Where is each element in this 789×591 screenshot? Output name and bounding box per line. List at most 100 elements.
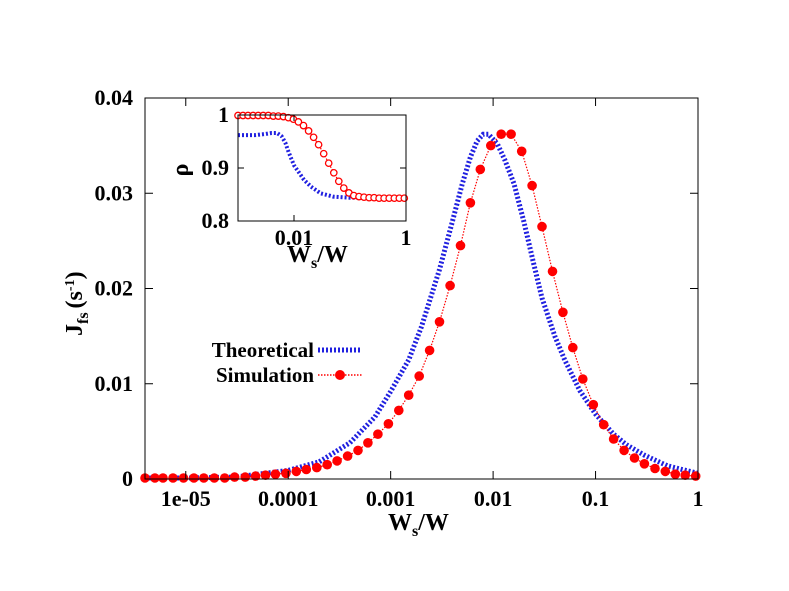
legend: Theoretical Simulation [212, 338, 362, 387]
main-x-tick-label: 0.0001 [258, 486, 319, 511]
main-point-simulation [353, 445, 363, 456]
main-point-simulation [322, 459, 333, 470]
main-point-simulation [660, 466, 671, 477]
main-point-simulation [178, 473, 189, 483]
inset-point-simulation [304, 127, 313, 135]
main-point-simulation [301, 464, 312, 475]
main-point-simulation [598, 419, 609, 430]
main-point-simulation [578, 374, 588, 384]
inset-x-ticks: 0.01 1 [275, 115, 412, 250]
main-point-simulation [639, 459, 650, 469]
main-point-simulation [158, 473, 168, 483]
main-x-tick-label: 1 [693, 486, 704, 511]
main-curves [140, 129, 701, 483]
inset-point-simulation [324, 159, 333, 168]
main-x-tick-label: 0.001 [366, 486, 416, 511]
main-point-simulation [434, 317, 445, 327]
main-point-simulation [270, 469, 281, 480]
main-point-simulation [608, 434, 619, 444]
main-point-simulation [568, 342, 578, 353]
main-point-simulation [150, 473, 160, 483]
inset-point-simulation [339, 184, 348, 192]
main-point-simulation [424, 345, 435, 356]
main-point-simulation [168, 473, 178, 483]
inset-y-tick-label: 1 [218, 102, 229, 127]
main-point-simulation [445, 280, 455, 291]
inset-y-tick-label: 0.9 [202, 155, 230, 180]
main-point-simulation [537, 221, 547, 232]
main-y-tick-label: 0.01 [95, 371, 134, 396]
inset-y-ticks: 0.8 0.9 1 [202, 102, 406, 233]
main-x-tick-label: 0.1 [582, 486, 610, 511]
main-point-simulation [506, 129, 516, 139]
main-point-simulation [209, 473, 220, 483]
main-y-tick-label: 0.04 [95, 85, 134, 110]
main-y-tick-label: 0.03 [95, 180, 134, 205]
main-y-axis-label: Jfs(s-1) [62, 271, 92, 336]
main-point-simulation [516, 146, 527, 157]
inset-curves [234, 111, 409, 203]
legend-label-theoretical: Theoretical [212, 338, 314, 362]
main-point-simulation [260, 470, 271, 481]
inset-x-tick-label: 1 [401, 225, 412, 250]
legend-marker-simulation [335, 370, 345, 380]
main-x-tick-label: 0.01 [474, 486, 513, 511]
inset-point-simulation [314, 140, 323, 149]
main-point-simulation [547, 266, 558, 277]
main-point-simulation [475, 164, 486, 175]
main-point-simulation [240, 472, 250, 482]
main-point-simulation [680, 470, 690, 481]
inset-y-axis-label: ρ [168, 164, 194, 177]
main-y-ticks: 0 0.01 0.02 0.03 0.04 [95, 85, 698, 491]
main-point-simulation [229, 472, 240, 482]
main-y-tick-label: 0 [122, 466, 133, 491]
main-point-simulation [332, 456, 342, 466]
main-line-theoretical [145, 131, 699, 481]
inset-point-simulation [309, 133, 318, 142]
inset-chart: 0.01 1 0.8 0.9 1 Ws/W ρ [168, 102, 412, 272]
inset-x-axis-label: Ws/W [287, 242, 348, 272]
main-point-simulation [383, 419, 394, 429]
inset-point-simulation [319, 149, 328, 158]
main-chart: 1e-05 0.0001 0.001 0.01 0.1 1 0 0.01 0.02 0.03 0.… [62, 85, 704, 540]
main-point-simulation [670, 469, 681, 480]
main-x-axis-label: Ws/W [388, 510, 449, 540]
main-point-simulation [527, 180, 537, 191]
main-point-simulation [342, 451, 353, 461]
main-x-ticks: 1e-05 0.0001 0.001 0.01 0.1 1 [161, 98, 704, 511]
main-point-simulation [373, 429, 383, 440]
main-point-simulation [588, 399, 599, 410]
inset-point-simulation [334, 177, 343, 186]
main-point-simulation [629, 453, 640, 463]
main-point-simulation [414, 371, 425, 381]
main-point-simulation [496, 129, 507, 139]
main-point-simulation [394, 405, 404, 416]
inset-line-theoretical [238, 131, 406, 201]
main-point-simulation [189, 473, 199, 483]
inset-point-simulation [400, 194, 409, 203]
legend-label-simulation: Simulation [216, 363, 314, 387]
main-point-simulation [619, 445, 629, 456]
main-point-simulation [650, 463, 660, 474]
main-point-simulation [291, 466, 302, 477]
inset-background [238, 115, 406, 221]
inset-x-tick-label: 0.01 [275, 225, 314, 250]
main-point-simulation [486, 140, 496, 151]
inset-y-tick-label: 0.8 [202, 208, 230, 233]
main-point-simulation [281, 468, 291, 479]
main-point-simulation [558, 307, 568, 318]
inset-point-simulation [294, 118, 303, 126]
main-point-simulation [219, 473, 230, 483]
main-line-simulation [145, 133, 696, 479]
main-point-simulation [199, 473, 209, 483]
main-point-simulation [403, 390, 414, 401]
inset-point-simulation [329, 168, 338, 177]
main-x-tick-label: 1e-05 [161, 486, 211, 511]
main-point-simulation [363, 438, 373, 448]
main-point-simulation [312, 462, 322, 473]
main-point-simulation [465, 198, 476, 208]
main-point-simulation [455, 240, 466, 251]
main-y-tick-label: 0.02 [95, 276, 134, 301]
inset-point-simulation [299, 121, 308, 130]
